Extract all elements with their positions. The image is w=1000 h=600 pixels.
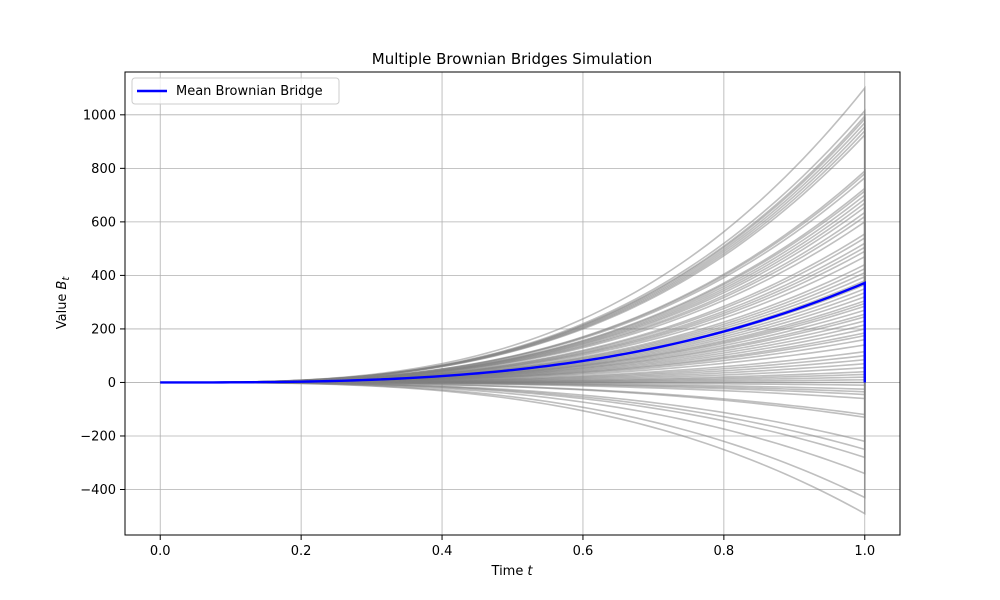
- x-tick-label: 0.0: [150, 544, 171, 559]
- x-axis-title: Time t: [491, 564, 534, 579]
- x-axis-variable: t: [527, 564, 533, 579]
- y-tick-label: 400: [91, 269, 116, 284]
- mean-brownian-bridge-line: [160, 281, 866, 384]
- y-tick-label: −200: [80, 429, 116, 444]
- plot-frame: [124, 71, 901, 536]
- mean-series: [160, 281, 866, 384]
- y-tick-label: 800: [91, 162, 116, 177]
- y-tick-label: 1000: [83, 108, 116, 123]
- y-axis-label-text: Value: [55, 294, 70, 330]
- x-tick-label: 1.0: [854, 544, 875, 559]
- chart-title: Multiple Brownian Bridges Simulation: [372, 50, 652, 68]
- x-axis-label-text: Time: [491, 564, 524, 579]
- y-tick-label: 0: [108, 376, 116, 391]
- x-tick-label: 0.4: [432, 544, 453, 559]
- axis-ticks: 0.0 0.2 0.4 0.6 0.8 1.0 −400 −200 0 200 400 600 800 1…: [80, 108, 875, 559]
- y-tick-label: −400: [80, 483, 116, 498]
- legend: Mean Brownian Bridge: [131, 77, 340, 105]
- legend-mean-label: Mean Brownian Bridge: [176, 84, 323, 99]
- x-tick-label: 0.2: [291, 544, 312, 559]
- y-tick-label: 600: [91, 215, 116, 230]
- y-tick-label: 200: [91, 322, 116, 337]
- y-axis-title: Value Bt: [55, 276, 72, 330]
- x-tick-label: 0.6: [573, 544, 594, 559]
- x-tick-label: 0.8: [714, 544, 735, 559]
- legend-box: [131, 77, 340, 105]
- y-axis-subscript: t: [61, 276, 72, 281]
- y-axis-variable: B: [55, 281, 70, 290]
